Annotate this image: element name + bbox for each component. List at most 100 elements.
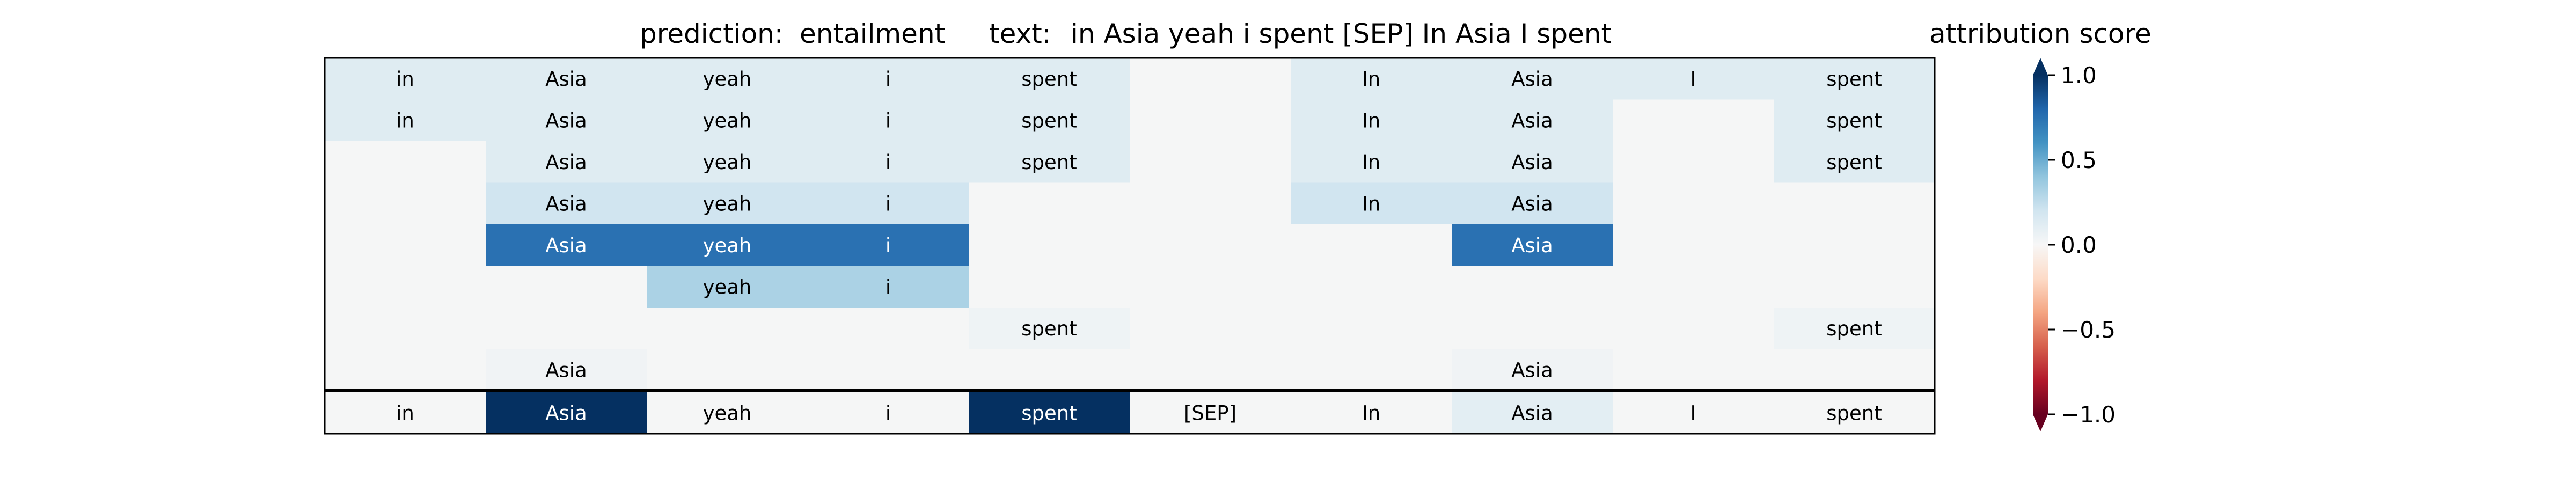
colorbar-gradient (2033, 75, 2048, 414)
heatmap-cell (1613, 141, 1774, 183)
heatmap-token-label: In (1362, 109, 1380, 132)
heatmap-cell (1452, 182, 1613, 224)
title-prediction-label: prediction: (640, 18, 784, 49)
heatmap-token-label: yeah (703, 192, 752, 215)
heatmap-cell (1452, 266, 1613, 308)
heatmap-cell (969, 58, 1130, 100)
total-token-label: [SEP] (1184, 402, 1236, 425)
heatmap-cell (647, 58, 808, 100)
total-token-label: i (885, 402, 891, 425)
colorbar-max-extension (2033, 58, 2048, 75)
heatmap-token-label: yeah (703, 275, 752, 298)
total-cell (647, 392, 808, 434)
total-token-label: Asia (545, 402, 587, 425)
heatmap-token-label: spent (1021, 109, 1077, 132)
heatmap-cell (647, 141, 808, 183)
heatmap-cell (969, 308, 1130, 349)
colorbar-tick-label: −0.5 (2061, 317, 2116, 343)
heatmap-cell (1774, 308, 1935, 349)
heatmap-cell (969, 349, 1130, 391)
heatmap-cell (486, 182, 647, 224)
heatmap-token-label: yeah (703, 68, 752, 91)
total-token-label: In (1362, 402, 1380, 425)
heatmap-cell (1291, 308, 1452, 349)
heatmap-token-label: Asia (1511, 151, 1553, 174)
total-token-label: spent (1021, 402, 1077, 425)
heatmap-token-label: I (1690, 68, 1696, 91)
heatmap-cell (1774, 58, 1935, 100)
heatmap-token-label: spent (1826, 68, 1882, 91)
heatmap-token-label: i (885, 151, 891, 174)
heatmap-cell (808, 224, 969, 266)
heatmap-cell (325, 349, 486, 391)
total-cell (1613, 392, 1774, 434)
heatmap-cell (486, 99, 647, 141)
heatmap-cell (1130, 224, 1291, 266)
total-token-label: spent (1826, 402, 1882, 425)
heatmap-cell (325, 182, 486, 224)
heatmap-token-label: i (885, 109, 891, 132)
heatmap-cell (1613, 308, 1774, 349)
heatmap-cell (486, 349, 647, 391)
heatmap-token-label: In (1362, 151, 1380, 174)
heatmap-cell (1613, 99, 1774, 141)
colorbar-label: attribution score (1929, 18, 2151, 49)
heatmap-token-label: yeah (703, 151, 752, 174)
heatmap-cell (1613, 58, 1774, 100)
heatmap-row: Asia yeah i Asia (325, 224, 1935, 266)
heatmap-token-label: i (885, 275, 891, 298)
heatmap-token-label: Asia (1511, 109, 1553, 132)
heatmap-cell (1291, 224, 1452, 266)
heatmap-cell (1291, 99, 1452, 141)
colorbar-min-extension (2033, 414, 2048, 431)
heatmap-cell (808, 182, 969, 224)
heatmap-row: in Asia yeah i spent In Asia spent (325, 99, 1935, 141)
heatmap-token-label: in (396, 68, 414, 91)
total-cell (486, 392, 647, 434)
heatmap-token-label: Asia (545, 234, 587, 257)
heatmap-cell (1130, 308, 1291, 349)
heatmap-row: Asia yeah i spent In Asia spent (325, 141, 1935, 183)
total-cell (1452, 392, 1613, 434)
colorbar: 1.0 0.5 0.0 −0.5 −1.0 (2033, 58, 2116, 431)
total-cell (808, 392, 969, 434)
heatmap-cell (486, 141, 647, 183)
heatmap-cell (1291, 266, 1452, 308)
total-cell (325, 392, 486, 434)
heatmap-token-label: yeah (703, 234, 752, 257)
heatmap-cell (1291, 58, 1452, 100)
heatmap-row: Asia yeah i In Asia (325, 182, 1935, 224)
heatmap-cell (325, 266, 486, 308)
heatmap-cell (325, 224, 486, 266)
heatmap-cell (1130, 266, 1291, 308)
heatmap-cell (647, 182, 808, 224)
heatmap-cell (808, 99, 969, 141)
heatmap-cell (1774, 182, 1935, 224)
heatmap-cell (969, 266, 1130, 308)
total-token-label: Asia (1511, 402, 1553, 425)
heatmap-token-label: i (885, 68, 891, 91)
title-text-label: text: (989, 18, 1051, 49)
heatmap-cell (969, 182, 1130, 224)
heatmap-token-label: Asia (545, 358, 587, 382)
heatmap-token-label: spent (1021, 68, 1077, 91)
heatmap-cell (647, 99, 808, 141)
heatmap-cell (325, 308, 486, 349)
heatmap-cell (1774, 349, 1935, 391)
heatmap-cell (1130, 349, 1291, 391)
heatmap-cell (808, 141, 969, 183)
heatmap-cell (1130, 58, 1291, 100)
heatmap-cell (1291, 182, 1452, 224)
heatmap-cell (1452, 58, 1613, 100)
heatmap-cell (1613, 224, 1774, 266)
heatmap-cell (325, 141, 486, 183)
heatmap-token-label: in (396, 109, 414, 132)
title-prediction-value: entailment (800, 18, 945, 49)
total-token-label: in (396, 402, 414, 425)
heatmap-cell (647, 266, 808, 308)
heatmap-row: spent spent (325, 308, 1935, 349)
heatmap-cell (1613, 349, 1774, 391)
colorbar-tick-label: 1.0 (2061, 62, 2097, 89)
